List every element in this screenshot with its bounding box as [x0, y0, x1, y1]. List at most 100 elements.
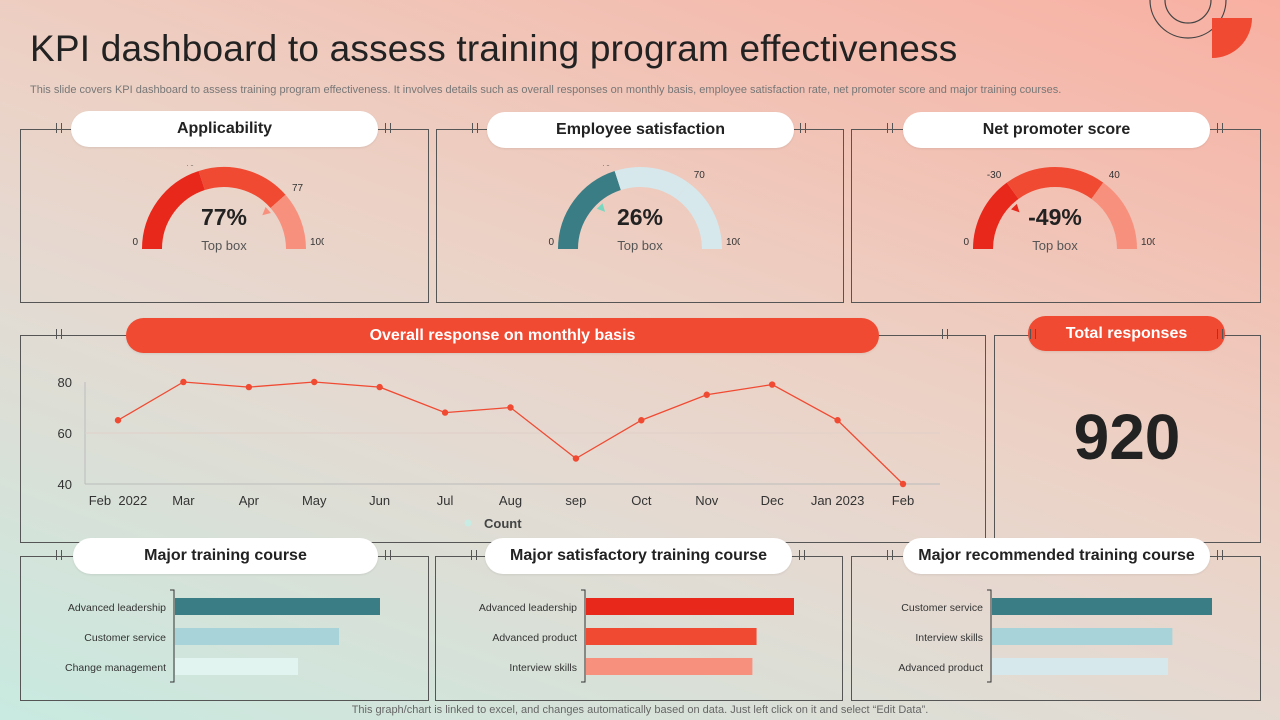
panel-bracket-mark [56, 123, 62, 133]
panel-bracket-mark [1217, 123, 1223, 133]
gauge-threshold-1: 40 [184, 165, 196, 168]
data-point [703, 391, 710, 398]
x-tick-label: Jun [369, 493, 390, 508]
bar-axis-bracket [987, 589, 992, 683]
gauge-segment-2 [1006, 167, 1104, 200]
gauge-max-label: 100 [1141, 237, 1155, 248]
data-point [572, 455, 580, 462]
bar-title-major-training: Major training course [73, 538, 378, 574]
x-tick-label: sep [565, 493, 586, 508]
gauge-employee-satisfaction: 26% Top box 0 100 40 70 [548, 165, 740, 253]
y-tick-label: 60 [58, 426, 72, 441]
panel-bracket-mark [472, 123, 478, 133]
data-point [441, 409, 449, 416]
gauge-applicability: 77% Top box 0 100 40 77 [132, 165, 324, 253]
x-tick-label: Aug [499, 493, 522, 508]
gauge-marker [262, 206, 271, 216]
gauge-segment-1 [558, 171, 622, 250]
y-tick-label: 80 [58, 375, 72, 390]
gauge-segment-2 [198, 167, 286, 209]
bar [175, 658, 298, 675]
gauge-marker [596, 203, 606, 212]
panel-bracket-mark [1030, 329, 1036, 339]
panel-bracket-mark [56, 550, 62, 560]
bar [586, 598, 794, 615]
panel-bracket-mark [799, 550, 805, 560]
bar-axis-bracket [170, 589, 175, 683]
panel-bracket-mark [800, 123, 806, 133]
bar-chart-major-satisfactory: Advanced leadership Advanced product Inter… [479, 589, 794, 683]
x-tick-label: Dec [761, 493, 785, 508]
gauge-value: -49% [1028, 204, 1082, 230]
panel-bracket-mark [942, 329, 948, 339]
data-point [376, 383, 383, 391]
data-point [507, 404, 514, 411]
panel-bracket-mark [56, 329, 62, 339]
gauge-segment-3 [676, 182, 722, 250]
bar-category-label: Interview skills [509, 662, 577, 674]
bar-category-label: Customer service [84, 632, 166, 644]
data-point [114, 417, 122, 424]
gauge-threshold-2: 77 [292, 183, 304, 194]
x-tick-label: Jan 2023 [811, 493, 865, 508]
data-point [311, 378, 318, 386]
panel-bracket-mark [471, 550, 477, 560]
panel-bracket-mark [1217, 550, 1223, 560]
x-tick-label: Feb 2022 [89, 493, 148, 508]
gauge-min-label: 0 [548, 237, 554, 248]
data-point [245, 383, 253, 391]
gauge-value: 26% [617, 204, 663, 230]
gauge-segment-2 [614, 167, 689, 200]
panel-bracket-mark [385, 550, 391, 560]
x-tick-label: Oct [631, 493, 652, 508]
gauge-threshold-1: 40 [600, 165, 612, 168]
data-point [180, 378, 187, 386]
bar-axis-bracket [581, 589, 586, 683]
total-responses-value: 920 [1073, 401, 1181, 473]
bar [586, 628, 757, 645]
bar [175, 598, 380, 615]
data-point [638, 417, 645, 424]
bar-chart-major-training: Advanced leadership Customer service Chang… [65, 589, 380, 683]
panel-bracket-mark [385, 123, 391, 133]
gauge-title-applicability: Applicability [71, 111, 378, 147]
bar-category-label: Advanced product [898, 662, 983, 674]
gauge-min-label: 0 [132, 237, 138, 248]
monthly-chart-title: Overall response on monthly basis [126, 318, 879, 353]
gauge-segment-1 [973, 182, 1019, 250]
panel-bracket-mark [1217, 329, 1223, 339]
bar-category-label: Customer service [901, 602, 983, 614]
bar [992, 628, 1173, 645]
bar [992, 658, 1168, 675]
bar [586, 658, 753, 675]
gauge-threshold-2: 70 [694, 170, 706, 181]
panel-bracket-mark [887, 550, 893, 560]
bar-title-major-recommended: Major recommended training course [903, 538, 1210, 574]
page-subtitle: This slide covers KPI dashboard to asses… [30, 84, 1062, 96]
gauge-threshold-1: -30 [987, 170, 1002, 181]
total-responses-title: Total responses [1028, 316, 1225, 351]
gauge-threshold-2: 40 [1109, 170, 1121, 181]
bar-category-label: Interview skills [915, 632, 983, 644]
gauge-max-label: 100 [310, 237, 324, 248]
gauge-net-promoter: -49% Top box 0 100 -30 40 [963, 167, 1155, 253]
y-tick-label: 40 [58, 477, 72, 492]
monthly-line-chart: 40 60 80 Feb 2022 Mar Apr May Jun Jul Aug sep Oct No… [58, 375, 940, 531]
gauge-label: Top box [201, 238, 247, 253]
gauge-label: Top box [1032, 238, 1078, 253]
footer-note: This graph/chart is linked to excel, and… [351, 704, 929, 716]
gauge-value: 77% [201, 204, 247, 230]
x-tick-label: Jul [437, 493, 454, 508]
bar-chart-major-recommended: Customer service Interview skills Advanced… [898, 589, 1212, 683]
bar-title-major-satisfactory: Major satisfactory training course [485, 538, 792, 574]
gauge-max-label: 100 [726, 237, 740, 248]
page-title: KPI dashboard to assess training program… [30, 28, 958, 69]
data-point [899, 480, 907, 488]
data-point [834, 417, 841, 424]
x-tick-label: Apr [239, 493, 260, 508]
corner-decoration [1149, 0, 1252, 58]
x-tick-label: May [302, 493, 327, 508]
x-tick-label: Mar [172, 493, 195, 508]
bar-category-label: Advanced product [492, 632, 577, 644]
x-tick-label: Feb [892, 493, 914, 508]
